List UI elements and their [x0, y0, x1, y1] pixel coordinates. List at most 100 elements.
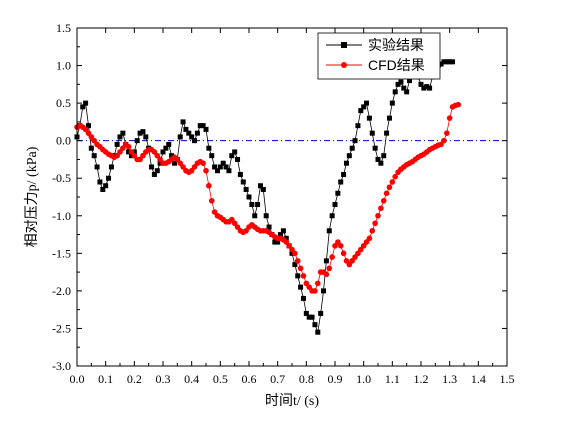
data-point	[85, 123, 91, 129]
data-point	[343, 160, 349, 166]
data-point	[257, 183, 263, 189]
data-point	[297, 265, 304, 272]
legend-label: 实验结果	[368, 37, 424, 53]
data-point	[383, 190, 390, 197]
data-point	[194, 130, 200, 136]
data-point	[137, 130, 143, 136]
data-point	[407, 78, 413, 84]
data-point	[249, 202, 255, 208]
data-point	[375, 212, 381, 219]
data-point	[352, 138, 358, 144]
data-point	[404, 89, 410, 95]
data-point	[424, 84, 430, 90]
x-tick-label: 0.6	[242, 372, 257, 386]
data-point	[300, 295, 306, 301]
data-point	[263, 213, 269, 219]
data-point	[346, 153, 352, 159]
data-point	[450, 59, 456, 65]
data-point	[369, 228, 376, 234]
plot-frame	[76, 27, 508, 367]
data-point	[441, 137, 447, 144]
data-point	[108, 164, 114, 170]
data-point	[200, 123, 206, 129]
data-point	[197, 123, 203, 129]
y-tick-label: -0.5	[52, 171, 71, 185]
data-point	[220, 160, 226, 166]
x-tick-label: 1.0	[356, 372, 371, 386]
legend-item: 实验结果	[326, 37, 424, 53]
data-point	[329, 254, 335, 260]
data-point	[326, 228, 332, 234]
data-point	[378, 205, 384, 212]
data-point	[398, 79, 404, 85]
data-point	[223, 164, 229, 170]
data-point	[392, 173, 399, 180]
x-tick-label: 0.4	[184, 372, 199, 386]
data-point	[306, 314, 312, 320]
data-point	[229, 153, 235, 159]
y-tick-label: 1.0	[56, 59, 71, 73]
data-point	[381, 153, 387, 159]
data-point	[340, 250, 347, 257]
axis-ticks-layer	[76, 27, 508, 367]
data-point	[395, 81, 401, 87]
x-tick-label: 0.0	[70, 372, 85, 386]
data-point	[364, 100, 370, 106]
legend-box	[317, 32, 441, 80]
data-point	[321, 288, 327, 294]
x-tick-label: 0.1	[98, 372, 113, 386]
data-point	[212, 164, 218, 170]
data-point	[378, 160, 384, 166]
series-line	[76, 104, 459, 292]
data-point	[298, 284, 304, 290]
legend-item: CFD结果	[326, 57, 425, 73]
data-point	[292, 250, 298, 257]
series-layer	[74, 59, 462, 335]
data-point	[369, 130, 375, 136]
data-point	[232, 149, 238, 155]
data-point	[183, 126, 189, 132]
data-point	[341, 171, 347, 177]
data-point	[149, 164, 155, 170]
data-point	[266, 224, 272, 230]
data-point	[444, 59, 450, 65]
data-point	[154, 168, 160, 174]
data-point	[106, 175, 112, 181]
data-point	[200, 160, 206, 166]
data-point	[372, 145, 378, 151]
data-point	[366, 235, 373, 242]
data-point	[240, 179, 246, 185]
data-point	[323, 271, 330, 278]
data-point	[189, 134, 195, 140]
data-point	[323, 258, 329, 264]
data-point	[91, 153, 97, 159]
data-point	[237, 171, 243, 177]
data-point	[243, 186, 249, 192]
data-point	[392, 89, 398, 95]
data-point	[349, 145, 355, 151]
data-point	[180, 119, 186, 125]
data-point	[114, 141, 120, 147]
data-point	[192, 138, 198, 144]
data-point	[97, 179, 103, 185]
series-line	[76, 61, 453, 334]
data-point	[134, 138, 140, 144]
data-point	[252, 213, 258, 219]
data-point	[83, 100, 89, 106]
x-tick-label: 0.8	[299, 372, 314, 386]
data-point	[309, 314, 315, 320]
y-tick-label: -2.5	[52, 321, 71, 335]
data-point	[289, 250, 295, 256]
data-point	[312, 288, 318, 294]
data-point	[246, 194, 252, 200]
data-point	[217, 164, 223, 170]
data-point	[272, 239, 278, 245]
series-1	[74, 59, 456, 335]
data-point	[140, 129, 146, 135]
data-point	[384, 130, 390, 136]
data-point	[126, 149, 132, 155]
data-point	[427, 85, 433, 91]
data-point	[292, 262, 298, 268]
x-tick-label: 1.5	[500, 372, 515, 386]
